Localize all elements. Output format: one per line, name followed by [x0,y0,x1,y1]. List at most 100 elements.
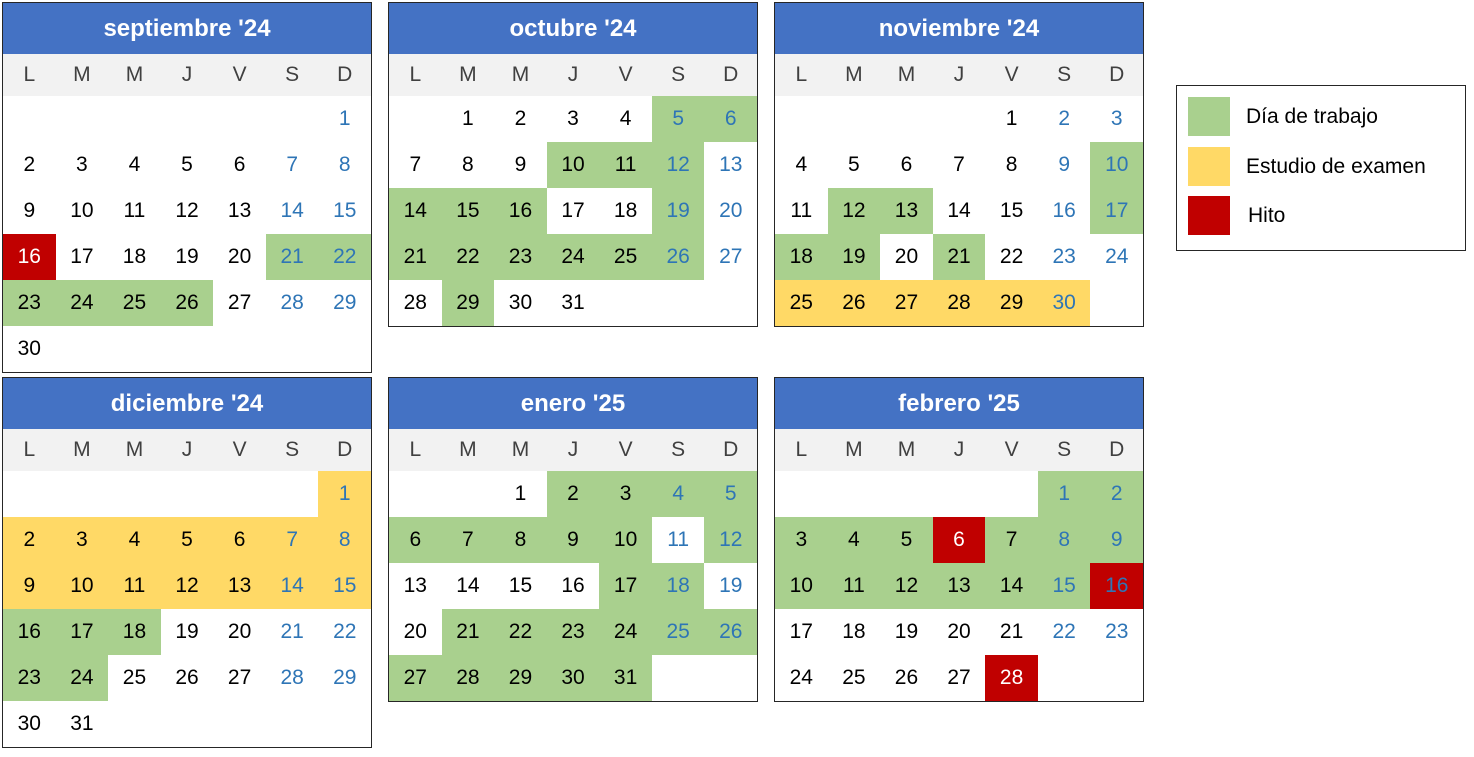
weekday-label: V [232,438,247,461]
day-cell: 27 [227,291,252,314]
day-cell: 27 [227,666,252,689]
empty-cell [389,471,442,517]
legend-swatch-work [1188,97,1230,136]
legend-label-milestone: Hito [1248,203,1286,227]
day-cell: 2 [1058,107,1071,130]
day-cell: 25 [108,280,161,326]
empty-cell [56,326,109,372]
day-cell: 1 [338,107,351,130]
day-cell: 28 [441,655,495,701]
week-row: 6 7 8 9 10 11 12 [389,517,758,563]
month-title: septiembre '24 [3,3,371,54]
day-cell: 30 [17,712,41,735]
empty-cell [161,326,214,372]
weekday-label: J [567,438,579,461]
day-cell: 11 [790,199,813,222]
weekday-label: D [1109,63,1125,86]
day-cell: 26 [894,666,919,689]
day-cell: 22 [494,609,547,655]
week-row: 18 19 20 21 22 23 24 [775,234,1143,280]
day-cell: 12 [704,517,758,563]
legend-label-work: Día de trabajo [1246,104,1378,128]
week-row: 7 8 9 10 11 12 13 [389,142,757,188]
weekday-label: S [1057,438,1072,461]
day-cell: 22 [318,234,372,280]
day-cell: 15 [318,563,372,609]
day-cell: 1 [318,471,372,517]
month-title: enero '25 [389,378,757,429]
day-cell: 1 [1005,107,1018,130]
empty-cell [266,471,319,517]
day-cell: 16 [561,574,585,597]
day-cell: 22 [441,234,495,280]
day-cell: 4 [827,517,881,563]
day-cell: 12 [160,563,214,609]
empty-cell [985,471,1038,517]
empty-cell [1090,655,1143,701]
empty-cell [775,471,828,517]
day-cell: 15 [1037,563,1091,609]
weekday-label: S [1057,63,1072,86]
month-calendar: noviembre '24 L M M J V S D 1 2 3 4 5 6 7 8 9 10 11 12 13 14 1… [774,2,1144,327]
empty-cell [1038,655,1091,701]
empty-cell [161,471,214,517]
day-cell: 24 [1105,245,1129,268]
day-cell: 3 [55,517,109,563]
week-row: 16 17 18 19 20 21 22 [3,609,371,655]
day-cell: 8 [494,517,547,563]
day-cell: 20 [894,245,919,268]
day-cell: 5 [704,471,758,517]
day-cell: 27 [719,245,743,268]
day-cell: 17 [55,609,109,655]
day-cell: 7 [441,517,495,563]
week-row: 16 17 18 19 20 21 22 [3,234,372,280]
day-cell: 19 [827,234,881,280]
week-row: 30 [3,326,371,372]
empty-cell [880,96,933,142]
day-cell: 31 [70,712,94,735]
day-cell: 4 [619,107,632,130]
day-cell: 6 [389,517,442,563]
month-calendar: diciembre '24 L M M J V S D 1 2 3 4 5 6 7 8 9 10 11 12 13 14 1… [2,377,372,748]
empty-cell [3,471,56,517]
day-cell: 9 [546,517,600,563]
day-cell: 10 [775,563,828,609]
day-cell: 25 [122,666,147,689]
day-cell: 18 [775,234,828,280]
month-title: noviembre '24 [775,3,1143,54]
week-row: 9 10 11 12 13 14 15 [3,563,372,609]
day-cell: 21 [999,620,1024,643]
day-cell: 10 [1090,142,1144,188]
day-cell: 20 [227,620,252,643]
legend-swatch-exam [1188,147,1230,186]
weekday-label: M [511,438,530,461]
day-cell: 15 [508,574,533,597]
day-cell: 26 [827,280,881,326]
day-cell: 20 [227,245,252,268]
day-cell: 5 [160,517,214,563]
day-cell: 28 [985,655,1038,701]
empty-cell [652,655,705,701]
day-cell: 6 [900,153,913,176]
day-cell: 23 [3,280,56,326]
empty-cell [933,471,986,517]
weekday-label: D [723,438,739,461]
weekday-label: D [723,63,739,86]
day-cell: 13 [227,199,252,222]
week-row: 30 31 [3,701,371,747]
day-cell: 21 [389,234,442,280]
day-cell: 11 [599,142,652,188]
day-cell: 17 [70,245,94,268]
weekday-label: D [1109,438,1125,461]
week-row: 23 24 25 26 27 28 29 [3,280,371,326]
empty-cell [161,701,214,747]
day-cell: 16 [3,609,56,655]
weekday-label: L [795,438,808,461]
day-cell: 22 [999,245,1024,268]
day-cell: 20 [719,199,743,222]
weekday-label: J [953,438,965,461]
day-cell: 2 [514,107,527,130]
